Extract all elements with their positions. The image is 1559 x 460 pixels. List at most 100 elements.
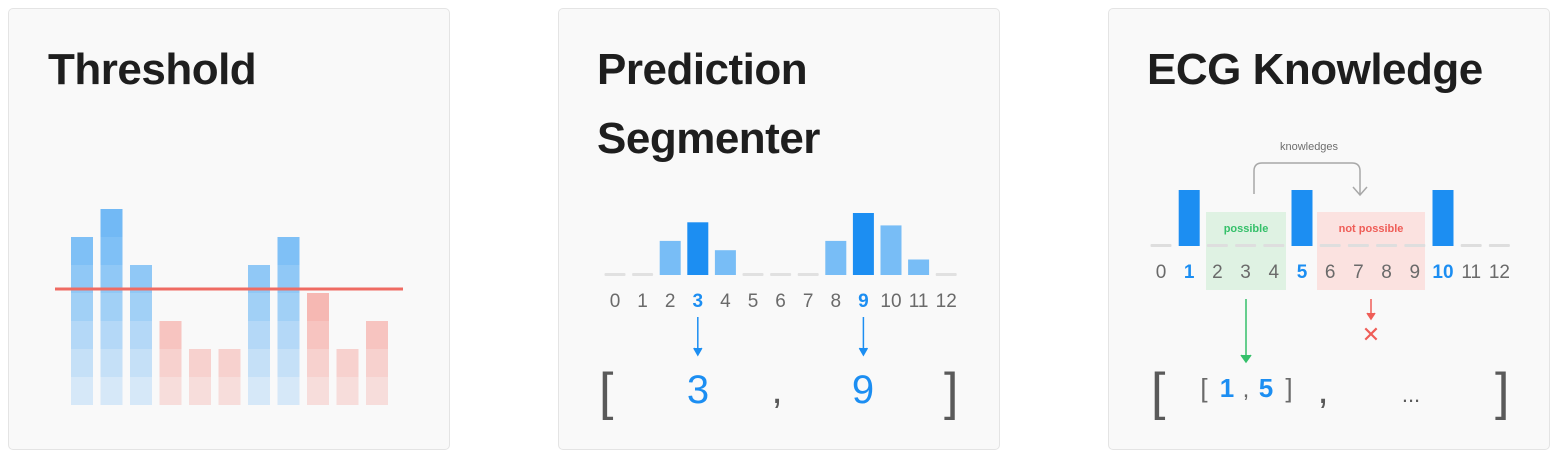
threshold-bar-cell [366, 321, 388, 349]
index-label: 3 [693, 291, 704, 312]
ecg-bars [1150, 190, 1510, 247]
ecg-index-label: 9 [1410, 262, 1421, 283]
prediction-peak-bar [687, 222, 709, 275]
threshold-bar-cell [130, 321, 152, 349]
threshold-bar-cell [277, 377, 300, 405]
prediction-bar [825, 240, 847, 275]
prediction-bars [604, 213, 957, 276]
threshold-bar-cell [307, 321, 329, 349]
threshold-bar [130, 265, 152, 405]
ecg-peak-bar [1432, 190, 1454, 246]
threshold-bar-cell [100, 209, 123, 237]
ecg-index-labels: 0 1 2 3 4 5 6 7 8 9 10 11 12 [1156, 262, 1510, 283]
threshold-bar-cell [218, 349, 241, 377]
threshold-bar [218, 349, 241, 405]
threshold-bar-cell [307, 377, 329, 405]
threshold-figure: Threshold [48, 45, 403, 405]
prediction-bar [880, 225, 902, 275]
result-open-bracket: [ [599, 363, 614, 421]
ecg-figure: ECG Knowledge possible not possible know… [1147, 45, 1510, 421]
ecg-index-label: 8 [1381, 262, 1392, 283]
ecg-index-label: 6 [1325, 262, 1336, 283]
index-label: 8 [831, 291, 842, 312]
threshold-bar-cell [100, 349, 123, 377]
prediction-baseline-tick [604, 273, 626, 276]
threshold-bar-cell [71, 293, 93, 321]
segment-arrow-head [858, 347, 869, 357]
threshold-bar-cell [277, 293, 300, 321]
ecg-knowledge-panel: ECG Knowledge possible not possible know… [1108, 8, 1550, 450]
ecg-index-label: 4 [1269, 262, 1280, 283]
index-label: 1 [637, 291, 648, 312]
ecg-index-label: 2 [1212, 262, 1223, 283]
prediction-bar [908, 259, 930, 275]
segment-arrows [693, 317, 869, 357]
threshold-bar [248, 265, 270, 405]
threshold-bar-cell [159, 321, 182, 349]
ecg-index-label: 7 [1353, 262, 1364, 283]
threshold-bar-cell [277, 237, 300, 265]
index-label: 5 [748, 291, 759, 312]
index-label: 6 [775, 291, 786, 312]
threshold-bar-cell [100, 265, 123, 293]
index-label: 9 [858, 291, 869, 312]
result-close-bracket: ] [944, 363, 958, 421]
inner-value-1: 1 [1220, 373, 1234, 403]
threshold-bar-cell [218, 377, 241, 405]
index-label: 12 [936, 291, 957, 312]
panel-title-line-1: Prediction [597, 45, 807, 94]
ecg-baseline-tick [1235, 244, 1257, 247]
panel-title-threshold: Threshold [48, 45, 256, 94]
inner-value-2: 5 [1259, 373, 1273, 403]
threshold-bar-cell [130, 349, 152, 377]
ecg-baseline-tick [1404, 244, 1426, 247]
threshold-bar-cell [71, 349, 93, 377]
threshold-bar [366, 321, 388, 405]
threshold-bar-cell [277, 321, 300, 349]
segmenter-panel: Prediction Segmenter 0 1 2 3 4 5 6 7 8 9 10 11 12 [ … [558, 8, 1000, 450]
threshold-bar-cell [71, 237, 93, 265]
possible-arrow-head [1240, 354, 1252, 364]
threshold-bar [100, 209, 123, 405]
threshold-bar-cell [159, 349, 182, 377]
prediction-bar [714, 250, 736, 275]
knowledge-arrow-head [1352, 186, 1368, 197]
ecg-ellipsis: ... [1402, 382, 1420, 407]
ecg-index-label: 12 [1489, 262, 1510, 283]
threshold-bar-cell [71, 321, 93, 349]
index-labels: 0 1 2 3 4 5 6 7 8 9 10 11 12 [610, 291, 957, 312]
prediction-peak-bar [852, 213, 874, 275]
threshold-bar [189, 349, 211, 405]
ecg-baseline-tick [1263, 244, 1285, 247]
ecg-baseline-tick [1206, 244, 1228, 247]
ecg-index-label: 3 [1240, 262, 1251, 283]
inner-close-bracket: ] [1285, 373, 1292, 403]
threshold-bar-cell [189, 377, 211, 405]
rejected-cross-icon: ✕ [1362, 323, 1380, 348]
index-label: 4 [720, 291, 731, 312]
panel-title-ecg: ECG Knowledge [1147, 45, 1483, 94]
possible-zone [1206, 212, 1286, 290]
threshold-bar-cell [159, 377, 182, 405]
threshold-bar-cell [189, 349, 211, 377]
ecg-baseline-tick [1347, 244, 1369, 247]
prediction-baseline-tick [935, 273, 957, 276]
threshold-bar-cell [336, 349, 359, 377]
ecg-index-label: 11 [1461, 262, 1481, 283]
inner-open-bracket: [ [1200, 373, 1208, 403]
threshold-bar-cell [248, 321, 270, 349]
ecg-baseline-tick [1150, 244, 1172, 247]
index-label: 10 [880, 291, 901, 312]
threshold-bar-cell [71, 265, 93, 293]
threshold-bar-cell [248, 265, 270, 293]
threshold-bar [159, 321, 182, 405]
threshold-bar [336, 349, 359, 405]
ecg-peak-bar [1291, 190, 1313, 246]
ecg-result-separator: , [1317, 368, 1328, 412]
threshold-bar-cell [307, 349, 329, 377]
ecg-baseline-tick [1488, 244, 1510, 247]
ecg-baseline-tick [1460, 244, 1482, 247]
inner-separator: , [1243, 376, 1250, 403]
index-label: 7 [803, 291, 814, 312]
not-possible-arrow-head [1366, 312, 1376, 321]
